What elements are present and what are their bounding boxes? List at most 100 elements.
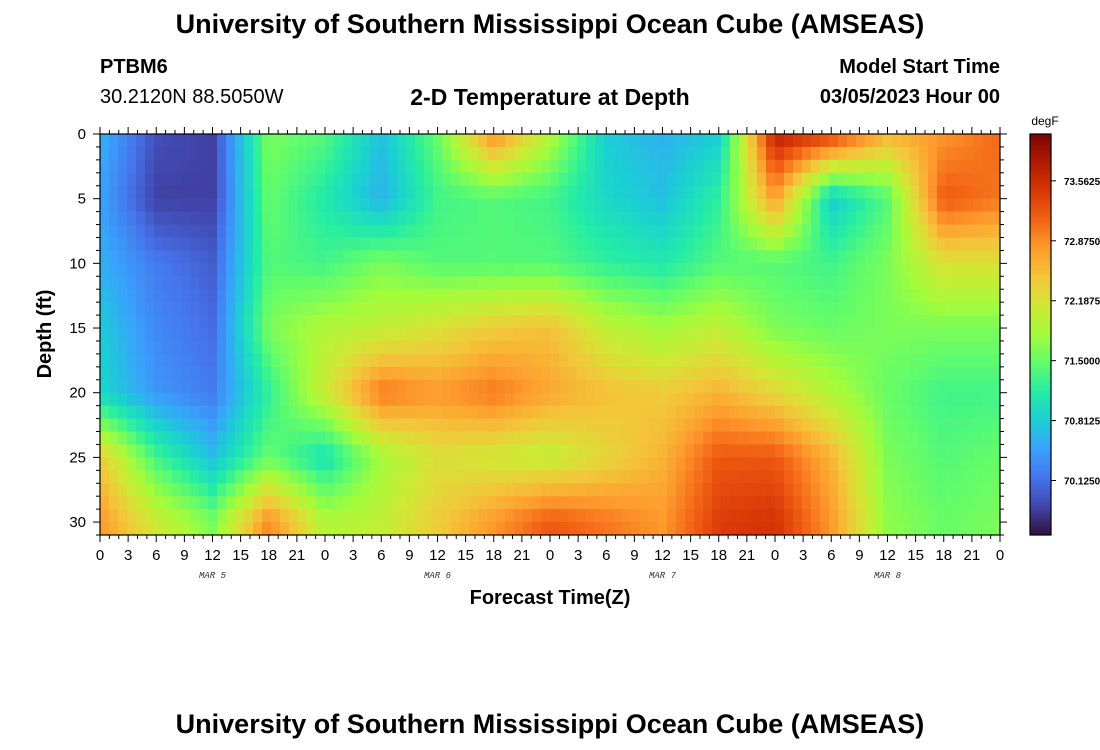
heatmap-cell [910, 431, 920, 446]
heatmap-cell [253, 134, 263, 148]
heatmap-cell [226, 457, 236, 471]
heatmap-cell [478, 366, 488, 381]
heatmap-cell [658, 457, 668, 471]
heatmap-cell [784, 418, 794, 433]
heatmap-cell [901, 328, 911, 342]
heatmap-cell [433, 496, 443, 510]
heatmap-cell [226, 185, 236, 200]
heatmap-cell [316, 315, 326, 329]
heatmap-cell [127, 134, 137, 148]
heatmap-cell [613, 250, 623, 264]
heatmap-cell [658, 237, 668, 252]
heatmap-cell [532, 470, 542, 484]
heatmap-cell [514, 198, 524, 213]
heatmap-cell [946, 418, 956, 433]
heatmap-cell [982, 431, 992, 446]
heatmap-cell [118, 509, 128, 523]
heatmap-cell [109, 328, 119, 342]
heatmap-cell [496, 211, 506, 226]
heatmap-cell [856, 470, 866, 484]
heatmap-cell [604, 522, 614, 535]
heatmap-cell [811, 379, 821, 394]
heatmap-cell [343, 237, 353, 252]
heatmap-cell [172, 172, 182, 187]
colorbar-tick-label: 72.8750 [1064, 237, 1100, 248]
heatmap-cell [757, 509, 767, 523]
heatmap-cell [361, 328, 371, 342]
heatmap-cell [721, 328, 731, 342]
heatmap-cell [973, 379, 983, 394]
heatmap-cell [442, 496, 452, 510]
heatmap-cell [577, 159, 587, 174]
heatmap-cell [667, 211, 677, 226]
heatmap-cell [361, 444, 371, 458]
heatmap-cell [973, 237, 983, 252]
heatmap-cell [622, 237, 632, 252]
heatmap-cell [640, 250, 650, 264]
heatmap-cell [442, 276, 452, 290]
heatmap-cell [397, 237, 407, 252]
heatmap-cell [262, 509, 272, 523]
heatmap-cell [532, 353, 542, 368]
heatmap-cell [172, 146, 182, 161]
heatmap-cell [370, 224, 380, 239]
heatmap-cell [145, 237, 155, 252]
heatmap-cell [730, 509, 740, 523]
heatmap-cell [136, 483, 146, 497]
heatmap-cell [253, 185, 263, 200]
heatmap-cell [631, 159, 641, 174]
heatmap-cell [919, 289, 929, 303]
heatmap-cell [964, 444, 974, 458]
heatmap-cell [856, 289, 866, 303]
heatmap-cell [109, 444, 119, 458]
heatmap-cell [442, 172, 452, 187]
heatmap-cell [127, 198, 137, 213]
heatmap-cell [730, 366, 740, 381]
heatmap-cell [388, 392, 398, 407]
heatmap-cell [460, 289, 470, 303]
heatmap-cell [595, 496, 605, 510]
heatmap-cell [478, 302, 488, 316]
heatmap-cell [946, 146, 956, 161]
heatmap-cell [748, 146, 758, 161]
heatmap-cell [649, 211, 659, 226]
heatmap-cell [253, 379, 263, 394]
heatmap-cell [748, 224, 758, 239]
heatmap-cell [388, 134, 398, 148]
heatmap-cell [406, 509, 416, 523]
heatmap-cell [415, 470, 425, 484]
heatmap-cell [964, 159, 974, 174]
heatmap-cell [937, 315, 947, 329]
heatmap-cell [973, 289, 983, 303]
heatmap-cell [109, 470, 119, 484]
heatmap-cell [802, 302, 812, 316]
heatmap-cell [253, 392, 263, 407]
heatmap-cell [847, 134, 857, 148]
heatmap-cell [343, 185, 353, 200]
heatmap-cell [658, 405, 668, 420]
heatmap-cell [667, 457, 677, 471]
heatmap-cell [487, 276, 497, 290]
heatmap-cell [928, 289, 938, 303]
heatmap-cell [973, 224, 983, 239]
heatmap-cell [595, 198, 605, 213]
heatmap-cell [415, 276, 425, 290]
heatmap-cell [145, 224, 155, 239]
heatmap-cell [433, 328, 443, 342]
heatmap-cell [847, 509, 857, 523]
heatmap-cell [946, 276, 956, 290]
heatmap-cell [928, 328, 938, 342]
heatmap-cell [766, 379, 776, 394]
heatmap-cell [334, 444, 344, 458]
heatmap-cell [343, 250, 353, 264]
heatmap-cell [424, 276, 434, 290]
heatmap-cell [460, 237, 470, 252]
heatmap-cell [226, 509, 236, 523]
heatmap-cell [262, 237, 272, 252]
heatmap-cell [991, 159, 1000, 174]
heatmap-cell [901, 366, 911, 381]
heatmap-cell [199, 509, 209, 523]
heatmap-cell [523, 509, 533, 523]
heatmap-cell [379, 444, 389, 458]
heatmap-cell [370, 470, 380, 484]
